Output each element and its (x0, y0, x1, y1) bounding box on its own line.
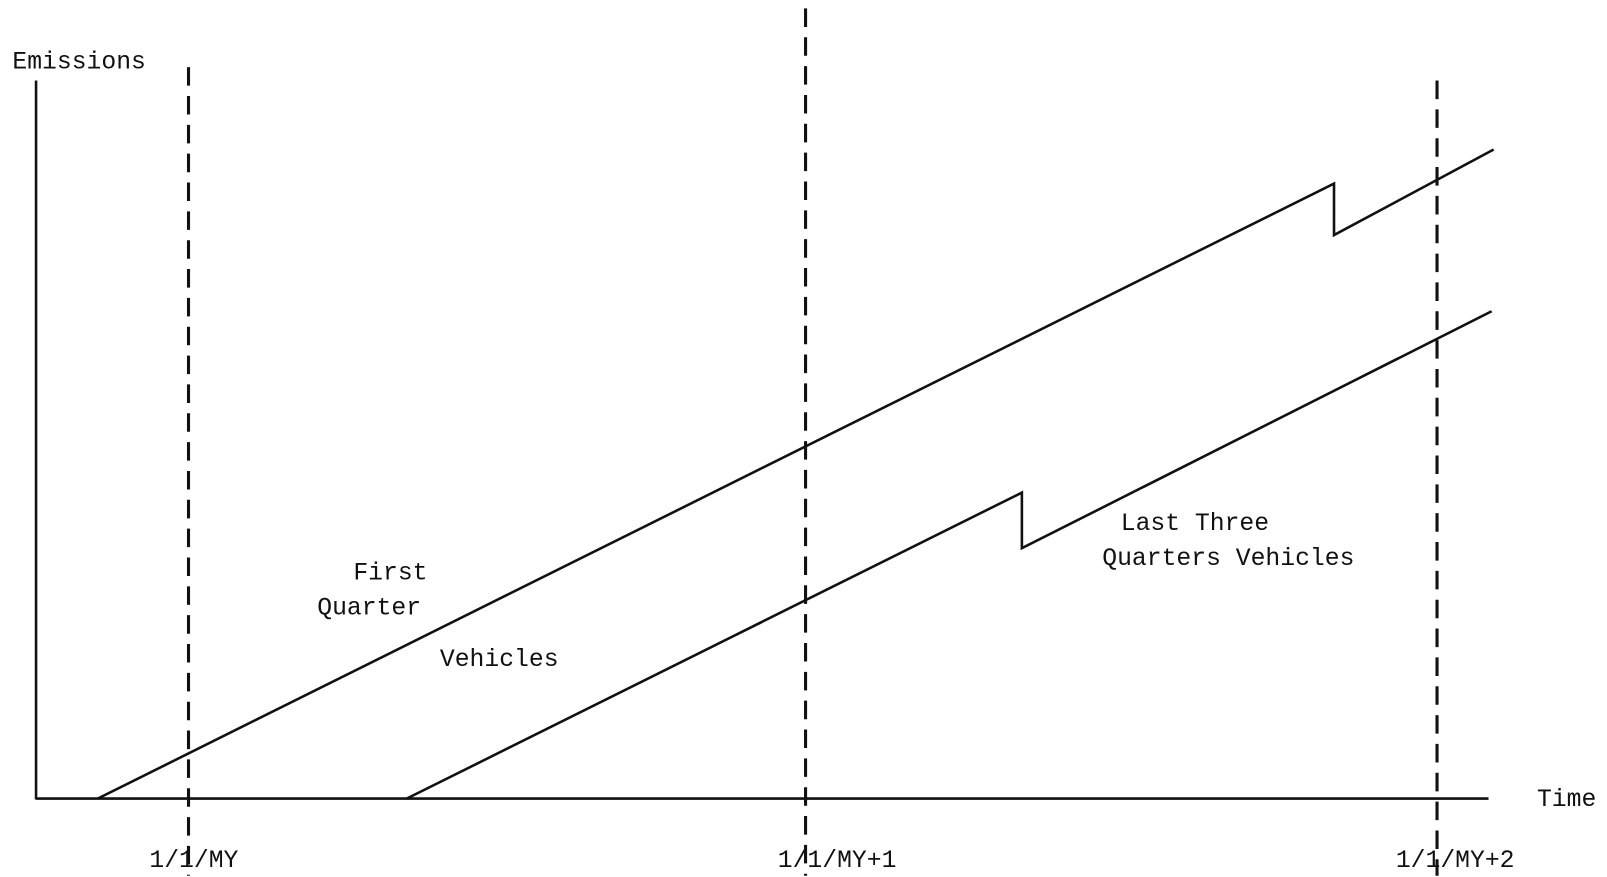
curve-label: Vehicles (440, 646, 559, 674)
curve-label: Last Three (1121, 510, 1269, 538)
curve-label: Quarters Vehicles (1102, 545, 1354, 573)
date-label: 1/1/MY (149, 847, 238, 875)
date-label: 1/1/MY+1 (778, 847, 897, 875)
curve-label: Quarter (317, 594, 421, 622)
x-axis-label: Time (1537, 786, 1596, 814)
first-quarter-curve (97, 148, 1495, 800)
y-axis-label: Emissions (12, 49, 146, 77)
date-label: 1/1/MY+2 (1396, 847, 1515, 875)
curve-label: First (353, 559, 427, 587)
last-three-quarters-curve (406, 310, 1493, 800)
